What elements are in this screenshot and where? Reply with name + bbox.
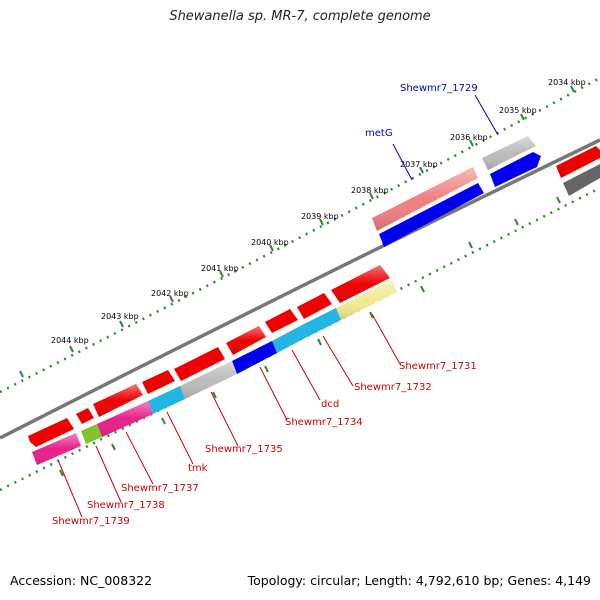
gene-label-Shewmr7_1731[interactable]: Shewmr7_1731 xyxy=(399,361,477,372)
gene-Shewmr7_1738[interactable] xyxy=(81,424,102,444)
gene-red[interactable] xyxy=(174,347,225,381)
gene-dcd[interactable] xyxy=(272,325,307,353)
gene-label-Shewmr7_1735[interactable]: Shewmr7_1735 xyxy=(205,444,283,455)
gene-label-tmk[interactable]: tmk xyxy=(188,463,208,474)
topology-text: Topology: circular; Length: 4,792,610 bp… xyxy=(247,573,591,588)
kbp-label: 2039 kbp xyxy=(301,212,339,221)
kbp-label: 2034 kbp xyxy=(548,78,586,87)
kbp-label: 2036 kbp xyxy=(450,133,488,142)
kbp-label: 2037 kbp xyxy=(400,160,438,169)
kbp-label: 2041 kbp xyxy=(201,264,239,273)
gene-label-Shewmr7_1739[interactable]: Shewmr7_1739 xyxy=(52,516,130,527)
kbp-label: 2043 kbp xyxy=(101,312,139,321)
gene-label-Shewmr7_1734[interactable]: Shewmr7_1734 xyxy=(285,417,363,428)
gene-label-Shewmr7_1732[interactable]: Shewmr7_1732 xyxy=(354,382,432,393)
gene-label-dcd[interactable]: dcd xyxy=(321,399,339,410)
gene-label-Shewmr7_1729[interactable]: Shewmr7_1729 xyxy=(400,83,478,94)
gene-red[interactable] xyxy=(297,293,332,319)
kbp-label: 2035 kbp xyxy=(499,106,537,115)
label-leaders xyxy=(57,94,499,518)
gene-labels: Shewmr7_1729 metG Shewmr7_1731 Shewmr7_1… xyxy=(52,83,478,527)
kbp-label: 2044 kbp xyxy=(51,336,89,345)
gene-blue-arrow[interactable] xyxy=(490,152,541,187)
kbp-label: 2038 kbp xyxy=(351,186,389,195)
gene-label-Shewmr7_1738[interactable]: Shewmr7_1738 xyxy=(87,500,165,511)
kbp-labels: 2034 kbp 2035 kbp 2036 kbp 2037 kbp 2038… xyxy=(51,78,586,345)
genome-backbone xyxy=(0,138,600,440)
map-title: Shewanella sp. MR-7, complete genome xyxy=(169,9,431,24)
gene-Shewmr7_1732[interactable] xyxy=(302,308,341,337)
kbp-label: 2042 kbp xyxy=(151,289,189,298)
gene-label-Shewmr7_1737[interactable]: Shewmr7_1737 xyxy=(121,483,199,494)
gene-label-metG[interactable]: metG xyxy=(365,128,393,139)
kbp-ticks xyxy=(19,85,575,477)
gene-Shewmr7_1734[interactable] xyxy=(232,341,277,374)
gene-red-edge[interactable] xyxy=(556,146,600,178)
forward-genes xyxy=(28,136,600,447)
outer-tick-ring xyxy=(0,76,600,394)
reverse-genes xyxy=(32,280,397,465)
gene-red[interactable] xyxy=(142,370,175,394)
accession-text: Accession: NC_008322 xyxy=(10,573,153,588)
gene-red[interactable] xyxy=(28,418,74,447)
gene-red[interactable] xyxy=(265,309,298,333)
gene-darkgrey-edge[interactable] xyxy=(563,164,600,196)
gene-blue-forward[interactable] xyxy=(379,183,484,247)
gene-red[interactable] xyxy=(76,408,94,424)
gene-tmk[interactable] xyxy=(148,386,185,414)
kbp-label: 2040 kbp xyxy=(251,238,289,247)
